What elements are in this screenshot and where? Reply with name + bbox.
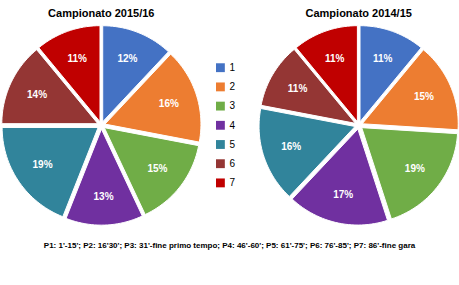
svg-text:11%: 11% <box>325 53 345 64</box>
svg-text:15%: 15% <box>147 163 167 174</box>
svg-text:17%: 17% <box>333 189 353 200</box>
svg-text:19%: 19% <box>405 163 425 174</box>
html-text:P1: 1'-15'; P2: 16'30'; P3: 31: P1: 1'-15'; P2: 16'30'; P3: 31'-fine pri… <box>43 241 416 250</box>
svg-text:11%: 11% <box>68 53 88 64</box>
svg-text:12%: 12% <box>117 53 137 64</box>
svg-text:Campionato 2014/15: Campionato 2014/15 <box>306 6 412 18</box>
svg-text:16%: 16% <box>159 98 179 109</box>
svg-text:19%: 19% <box>33 159 53 170</box>
svg-text:15%: 15% <box>414 91 434 102</box>
svg-text:14%: 14% <box>27 89 47 100</box>
svg-text:6: 6 <box>229 158 235 169</box>
svg-text:1: 1 <box>229 62 235 73</box>
svg-text:4: 4 <box>229 120 235 131</box>
svg-text:16%: 16% <box>281 141 301 152</box>
svg-text:5: 5 <box>229 139 235 150</box>
svg-text:11%: 11% <box>373 53 393 64</box>
svg-text:3: 3 <box>229 100 235 111</box>
svg-text:7: 7 <box>229 177 235 188</box>
svg-text:2: 2 <box>229 81 235 92</box>
svg-text:13%: 13% <box>94 191 114 202</box>
svg-text:Campionato 2015/16: Campionato 2015/16 <box>48 6 154 18</box>
svg-text:11%: 11% <box>288 83 308 94</box>
